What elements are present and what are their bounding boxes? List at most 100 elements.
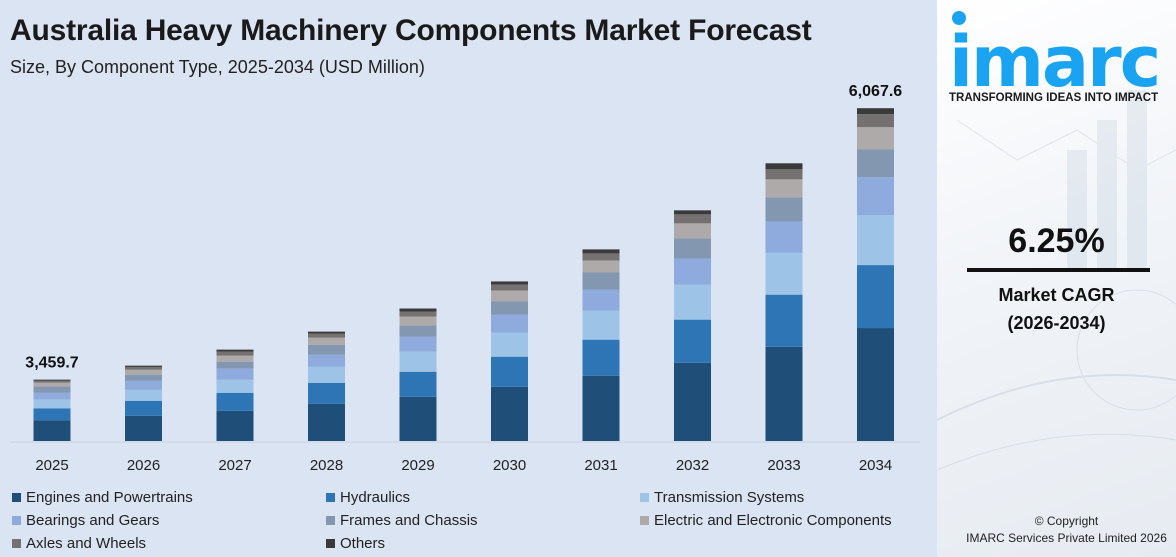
legend-item: Electric and Electronic Components (640, 512, 892, 529)
legend-item: Bearings and Gears (12, 512, 159, 529)
bar-segment-2026-4 (125, 374, 162, 381)
x-tick-label-2030: 2030 (493, 457, 526, 474)
bar-segment-2034-6 (857, 114, 894, 128)
bar-segment-2032-7 (674, 210, 711, 215)
legend-swatch (640, 493, 649, 502)
bar-segment-2027-1 (216, 392, 254, 411)
bar-segment-2028-0 (308, 403, 345, 441)
bar-segment-2028-3 (308, 354, 345, 367)
copyright-line-1: © Copyright (1034, 514, 1099, 528)
bar-segment-2034-3 (857, 177, 894, 216)
bar-segment-2034-5 (857, 127, 894, 150)
legend-label: Electric and Electronic Components (654, 512, 892, 529)
bar-segment-2029-2 (399, 351, 437, 372)
bar-segment-2025-0 (33, 420, 71, 441)
x-tick-label-2034: 2034 (859, 457, 892, 474)
bar-segment-2026-6 (125, 366, 162, 370)
bar-segment-2027-4 (216, 361, 254, 369)
data-label-2034: 6,067.6 (849, 83, 902, 100)
legend-label: Others (340, 535, 386, 552)
x-tick-label-2033: 2033 (767, 457, 800, 474)
bar-segment-2032-2 (674, 284, 711, 320)
legend-swatch (12, 516, 21, 525)
bar-segment-2031-4 (582, 272, 620, 290)
bar-segment-2026-5 (125, 369, 162, 375)
bar-segment-2028-4 (308, 344, 345, 355)
bar-segment-2030-5 (491, 290, 528, 302)
bar-segment-2028-7 (308, 331, 345, 334)
bar-segment-2030-1 (491, 356, 528, 387)
chart-title: Australia Heavy Machinery Components Mar… (10, 14, 812, 47)
bar-segment-2034-0 (857, 328, 894, 441)
bar-segment-2034-1 (857, 265, 894, 329)
legend-item: Frames and Chassis (326, 512, 478, 529)
bar-segment-2026-0 (125, 415, 162, 441)
x-tick-label-2031: 2031 (584, 457, 617, 474)
brand-tagline: TRANSFORMING IDEAS INTO IMPACT (949, 92, 1159, 104)
bar-segment-2025-6 (33, 380, 71, 383)
bar-segment-2032-1 (674, 319, 711, 363)
bar-segment-2032-3 (674, 258, 711, 285)
legend-item: Transmission Systems (640, 489, 804, 506)
legend-item: Axles and Wheels (12, 535, 146, 552)
bar-segment-2027-2 (216, 379, 254, 393)
legend-swatch (326, 493, 335, 502)
bar-segment-2032-5 (674, 223, 711, 239)
bar-segment-2028-6 (308, 333, 345, 338)
bar-segment-2026-7 (125, 365, 162, 367)
bar-segment-2033-5 (765, 179, 803, 198)
bar-segment-2029-7 (399, 308, 437, 312)
x-tick-label-2026: 2026 (127, 457, 160, 474)
legend-swatch (326, 516, 335, 525)
bar-segment-2030-3 (491, 314, 528, 333)
bar-segment-2028-5 (308, 337, 345, 345)
bar-segment-2033-0 (765, 346, 803, 441)
bar-segment-2033-1 (765, 294, 803, 347)
legend-swatch (12, 493, 21, 502)
x-tick-label-2029: 2029 (401, 457, 434, 474)
bar-segment-2034-7 (857, 108, 894, 115)
bar-segment-2026-2 (125, 389, 162, 401)
bar-segment-2029-5 (399, 316, 437, 326)
bar-segment-2028-1 (308, 382, 345, 404)
chart-subtitle: Size, By Component Type, 2025-2034 (USD … (10, 57, 425, 77)
bar-segment-2030-0 (491, 386, 528, 441)
bar-segment-2028-2 (308, 366, 345, 383)
side-panel: imarc TRANSFORMING IDEAS INTO IMPACT 6.2… (937, 0, 1176, 557)
bar-segment-2033-6 (765, 169, 803, 180)
bar-segment-2027-7 (216, 349, 254, 352)
x-tick-label-2027: 2027 (218, 457, 251, 474)
bar-segment-2032-4 (674, 238, 711, 259)
x-tick-label-2032: 2032 (676, 457, 709, 474)
bar-segment-2034-4 (857, 149, 894, 178)
bar-segment-2027-6 (216, 351, 254, 356)
bar-segment-2033-7 (765, 163, 803, 170)
legend-label: Hydraulics (340, 489, 411, 506)
cagr-divider (967, 268, 1150, 272)
legend-item: Hydraulics (326, 489, 410, 506)
bar-segment-2031-6 (582, 253, 620, 261)
bar-segment-2025-3 (33, 392, 71, 400)
bar-segment-2027-5 (216, 355, 254, 362)
bar-segment-2029-3 (399, 336, 437, 352)
bar-segment-2029-0 (399, 396, 437, 441)
copyright-line-2: IMARC Services Private Limited 2026 (966, 531, 1167, 545)
legend-swatch (12, 539, 21, 548)
bar-segment-2029-1 (399, 371, 437, 397)
bar-segment-2034-2 (857, 215, 894, 266)
bar-segment-2025-4 (33, 386, 71, 393)
cagr-value: 6.25% (1008, 222, 1105, 260)
bar-segment-2031-1 (582, 339, 620, 376)
bar-segment-2026-3 (125, 380, 162, 390)
legend-item: Others (326, 535, 385, 552)
legend-swatch (640, 516, 649, 525)
x-tick-label-2028: 2028 (310, 457, 343, 474)
bar-segment-2033-4 (765, 197, 803, 222)
bar-segment-2025-7 (33, 379, 71, 381)
bar-segment-2026-1 (125, 400, 162, 416)
bar-segment-2027-3 (216, 368, 254, 380)
bar-segment-2030-6 (491, 284, 528, 291)
bar-segment-2031-0 (582, 375, 620, 441)
chart-panel: Australia Heavy Machinery Components Mar… (10, 14, 920, 552)
bar-segment-2025-5 (33, 382, 71, 387)
